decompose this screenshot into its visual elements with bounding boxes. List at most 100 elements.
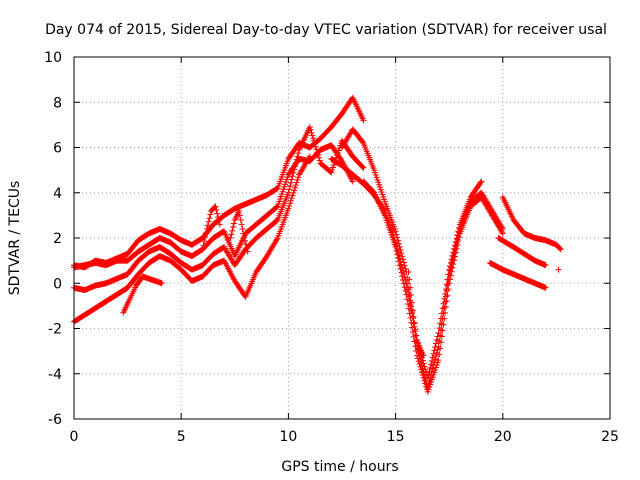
- data-point: [291, 166, 298, 173]
- data-point: [555, 266, 562, 273]
- data-point: [308, 129, 315, 136]
- data-point: [404, 300, 411, 307]
- data-point: [240, 230, 247, 237]
- data-point: [215, 214, 222, 221]
- data-point: [295, 150, 302, 157]
- series-arc-14: [495, 235, 549, 269]
- data-point: [310, 138, 317, 145]
- data-point: [422, 380, 429, 387]
- data-point: [306, 154, 313, 161]
- data-point: [229, 227, 236, 234]
- data-point: [423, 383, 430, 390]
- data-point: [213, 206, 220, 213]
- data-point: [287, 183, 294, 190]
- series-arc-4: [71, 153, 313, 325]
- data-point: [291, 187, 298, 194]
- data-point: [437, 339, 444, 346]
- x-tick-label: 10: [279, 429, 297, 445]
- x-tick-label: 0: [70, 429, 79, 445]
- data-point: [409, 307, 416, 314]
- data-point: [287, 197, 294, 204]
- data-point: [293, 156, 300, 163]
- y-tick-label: -6: [48, 412, 62, 428]
- data-point: [418, 369, 425, 376]
- data-point: [236, 212, 243, 219]
- data-point: [542, 284, 549, 291]
- data-point: [289, 192, 296, 199]
- x-axis-label: GPS time / hours: [281, 459, 398, 475]
- data-point: [243, 244, 250, 251]
- data-point: [451, 257, 458, 264]
- data-point: [360, 164, 367, 171]
- data-point: [418, 366, 425, 373]
- data-point: [499, 230, 506, 237]
- y-tick-label: 10: [44, 50, 62, 66]
- data-point: [239, 225, 246, 232]
- y-tick-label: 4: [53, 186, 62, 202]
- data-point: [439, 327, 446, 334]
- data-point: [412, 326, 419, 333]
- data-point: [451, 253, 458, 260]
- data-point: [454, 241, 461, 248]
- data-point: [242, 241, 249, 248]
- data-point: [395, 255, 402, 262]
- data-point: [437, 345, 444, 352]
- data-point: [477, 179, 484, 186]
- data-point: [228, 231, 235, 238]
- data-point: [447, 276, 454, 283]
- data-point: [414, 352, 421, 359]
- data-point: [401, 284, 408, 291]
- data-point: [498, 229, 505, 236]
- data-point: [442, 309, 449, 316]
- data-point: [399, 253, 406, 260]
- data-point: [400, 256, 407, 263]
- y-tick-label: -4: [48, 367, 62, 383]
- data-point: [420, 352, 427, 359]
- data-point: [445, 286, 452, 293]
- data-point: [478, 178, 485, 185]
- data-point: [287, 200, 294, 207]
- data-point: [290, 169, 297, 176]
- data-point: [408, 299, 415, 306]
- data-point: [200, 242, 207, 249]
- data-point: [212, 203, 219, 210]
- data-point: [414, 355, 421, 362]
- data-point: [288, 195, 295, 202]
- data-point: [405, 305, 412, 312]
- data-point: [411, 320, 418, 327]
- data-point: [436, 351, 443, 358]
- y-tick-label: 6: [53, 141, 62, 157]
- data-point: [393, 247, 400, 254]
- data-point: [433, 340, 440, 347]
- data-point: [393, 231, 400, 238]
- data-point: [450, 261, 457, 268]
- data-point: [359, 163, 366, 170]
- data-point: [293, 179, 300, 186]
- data-point: [400, 276, 407, 283]
- data-point: [349, 178, 356, 185]
- y-tick-label: -2: [48, 322, 62, 338]
- data-point: [230, 224, 237, 231]
- data-point: [290, 189, 297, 196]
- data-point: [227, 235, 234, 241]
- series-arc-2: [71, 142, 356, 271]
- series-arc-1: [71, 94, 367, 271]
- data-point: [307, 126, 314, 133]
- data-point: [286, 202, 293, 209]
- data-point: [244, 248, 251, 255]
- data-point: [216, 221, 223, 228]
- data-point: [292, 159, 299, 166]
- data-point: [400, 280, 407, 287]
- data-point: [410, 313, 417, 320]
- data-point: [294, 176, 301, 183]
- data-point: [309, 132, 316, 139]
- y-tick-label: 2: [53, 231, 62, 247]
- data-point: [415, 358, 422, 365]
- data-point: [214, 210, 221, 217]
- series-arc-10: [360, 178, 506, 395]
- data-point: [405, 268, 412, 275]
- data-point: [311, 140, 318, 147]
- data-point: [312, 143, 319, 150]
- data-point: [406, 276, 413, 283]
- data-point: [432, 356, 439, 363]
